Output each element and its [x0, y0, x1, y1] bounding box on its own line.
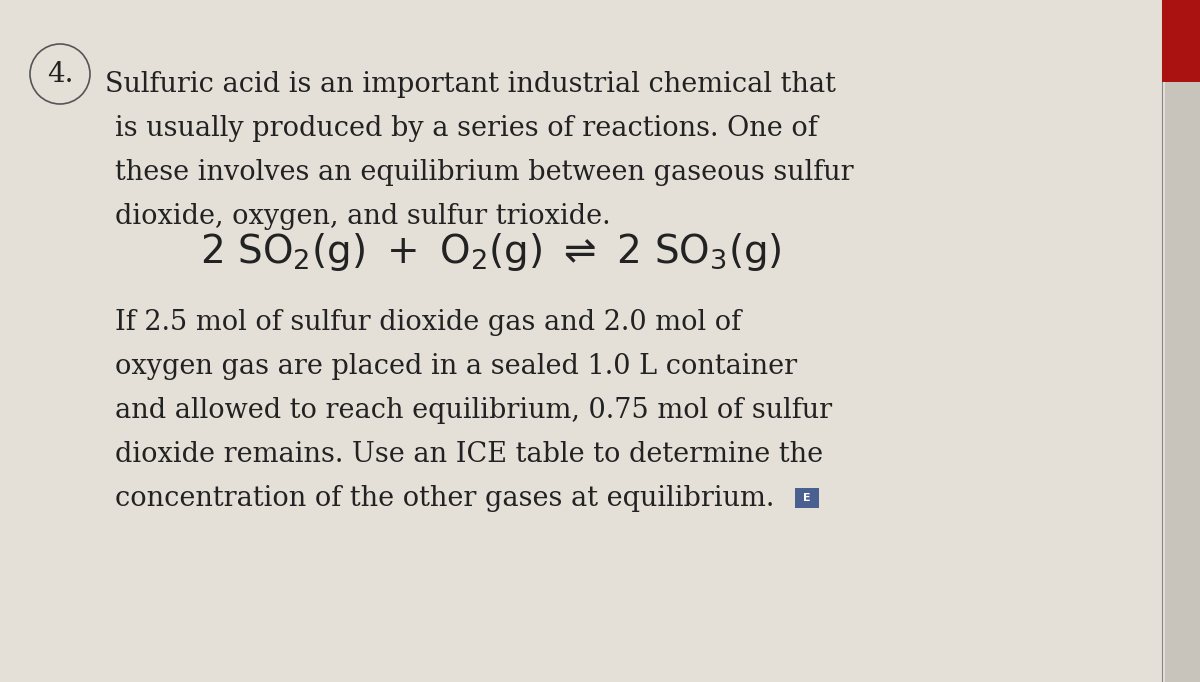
Text: $2\ \mathsf{SO_2(g)\ +\ O_2(g)\ \rightleftharpoons\ 2\ SO_3(g)}$: $2\ \mathsf{SO_2(g)\ +\ O_2(g)\ \rightle…	[200, 231, 781, 273]
Circle shape	[30, 44, 90, 104]
Bar	[796, 488, 818, 508]
Text: dioxide remains. Use an ICE table to determine the: dioxide remains. Use an ICE table to det…	[115, 441, 823, 467]
Text: oxygen gas are placed in a sealed 1.0 L container: oxygen gas are placed in a sealed 1.0 L …	[115, 353, 797, 379]
Text: 4.: 4.	[47, 61, 73, 87]
Text: concentration of the other gases at equilibrium.: concentration of the other gases at equi…	[115, 484, 774, 512]
Bar	[1162, 0, 1200, 82]
Text: dioxide, oxygen, and sulfur trioxide.: dioxide, oxygen, and sulfur trioxide.	[115, 203, 611, 230]
Text: If 2.5 mol of sulfur dioxide gas and 2.0 mol of: If 2.5 mol of sulfur dioxide gas and 2.0…	[115, 308, 742, 336]
Text: E: E	[803, 493, 811, 503]
Text: is usually produced by a series of reactions. One of: is usually produced by a series of react…	[115, 115, 817, 141]
Text: these involves an equilibrium between gaseous sulfur: these involves an equilibrium between ga…	[115, 158, 853, 186]
Text: and allowed to reach equilibrium, 0.75 mol of sulfur: and allowed to reach equilibrium, 0.75 m…	[115, 396, 832, 424]
Text: Sulfuric acid is an important industrial chemical that: Sulfuric acid is an important industrial…	[106, 70, 836, 98]
